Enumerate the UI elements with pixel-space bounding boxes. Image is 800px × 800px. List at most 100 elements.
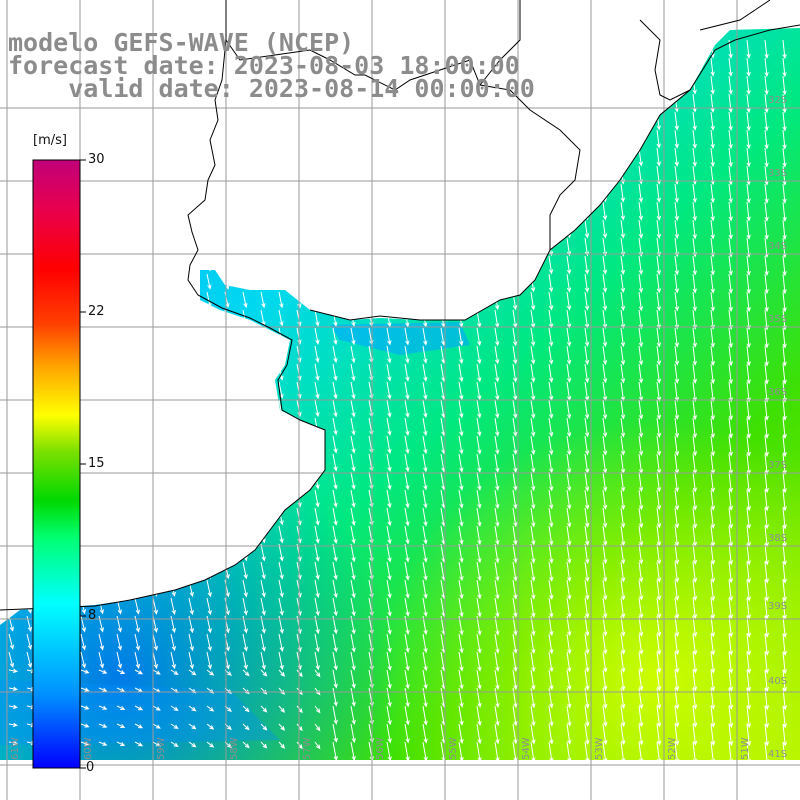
wind-arrow xyxy=(638,219,644,239)
wind-arrow xyxy=(242,525,248,544)
wind-arrow xyxy=(620,525,626,547)
wind-arrow xyxy=(8,129,14,144)
wind-arrow xyxy=(764,723,770,747)
wind-arrow xyxy=(116,651,123,669)
wind-arrow xyxy=(116,327,122,344)
wind-arrow xyxy=(26,111,32,126)
wind-arrow xyxy=(530,687,536,709)
wind-arrow xyxy=(620,57,625,76)
wind-arrow xyxy=(656,129,661,149)
wind-arrow xyxy=(746,273,751,295)
wind-arrow xyxy=(548,543,554,564)
wind-arrow xyxy=(548,453,554,474)
wind-arrow xyxy=(242,111,248,128)
wind-arrow xyxy=(548,291,554,311)
wind-arrow xyxy=(116,633,122,651)
wind-arrow xyxy=(260,471,266,490)
wind-arrow xyxy=(386,525,392,545)
wind-arrow xyxy=(584,525,590,546)
wind-arrow xyxy=(692,741,698,760)
wind-arrow xyxy=(134,309,140,326)
coastline xyxy=(0,0,800,611)
wind-arrow xyxy=(242,381,248,399)
wind-arrow xyxy=(764,111,769,132)
wind-arrow xyxy=(512,453,518,474)
wind-arrow xyxy=(548,669,554,691)
wind-arrow xyxy=(656,381,662,402)
wind-arrow xyxy=(602,525,608,547)
wind-arrow xyxy=(116,201,122,217)
wind-arrow xyxy=(278,129,284,146)
lat-label-41s: 41S xyxy=(768,749,788,760)
wind-arrow xyxy=(404,687,410,708)
wind-arrow xyxy=(620,597,626,619)
wind-arrow xyxy=(134,147,140,163)
wind-arrow xyxy=(710,705,716,728)
wind-arrow xyxy=(404,543,410,563)
wind-arrow xyxy=(548,327,554,347)
wind-arrow xyxy=(764,651,770,675)
wind-arrow xyxy=(332,345,338,364)
wind-arrow xyxy=(692,651,698,674)
wind-arrow xyxy=(638,723,644,746)
wind-arrow xyxy=(260,507,266,526)
wind-arrow xyxy=(404,129,410,147)
wind-arrow xyxy=(278,453,284,472)
wind-arrow xyxy=(386,345,392,364)
wind-arrow xyxy=(188,561,194,579)
lon-label-58w: 58W xyxy=(229,737,240,760)
wind-arrow xyxy=(386,705,392,726)
wind-arrow xyxy=(674,669,680,692)
wind-arrow xyxy=(638,201,644,221)
wind-arrow xyxy=(332,507,338,526)
wind-arrow xyxy=(692,381,698,403)
wind-arrow xyxy=(80,471,86,488)
wind-arrow xyxy=(188,417,194,435)
wind-arrow xyxy=(8,651,15,668)
wind-arrow xyxy=(512,201,518,220)
wind-arrow xyxy=(656,435,662,457)
lon-label-59w: 59W xyxy=(156,737,167,760)
wind-arrow xyxy=(116,345,122,362)
lake-line xyxy=(699,0,771,31)
wind-arrow xyxy=(512,345,518,365)
wind-arrow xyxy=(8,219,14,234)
wind-arrow xyxy=(350,363,356,382)
wind-arrow xyxy=(602,507,608,529)
wind-arrow xyxy=(386,165,392,183)
wind-arrow xyxy=(80,165,86,181)
wind-arrow xyxy=(674,399,680,421)
wind-arrow xyxy=(512,669,518,691)
wind-arrow xyxy=(746,291,751,313)
wind-arrow xyxy=(530,327,536,347)
wind-arrow xyxy=(692,687,698,710)
wind-arrow xyxy=(152,417,158,434)
wind-arrow xyxy=(98,525,104,543)
wind-arrow xyxy=(746,669,752,692)
wind-arrow xyxy=(674,543,680,565)
wind-arrow xyxy=(422,669,428,690)
wind-arrow xyxy=(584,399,590,420)
wind-arrow xyxy=(656,651,662,674)
wind-arrow xyxy=(656,687,662,710)
wind-arrow xyxy=(620,201,626,221)
wind-arrow xyxy=(692,201,697,222)
wind-arrow xyxy=(152,579,158,597)
wind-arrow xyxy=(440,309,446,328)
wind-arrow xyxy=(314,219,320,237)
wind-arrow xyxy=(584,507,590,528)
wind-arrow xyxy=(638,345,644,366)
wind-arrow xyxy=(116,129,122,145)
wind-arrow xyxy=(386,237,392,255)
coastal-patch xyxy=(330,322,470,355)
wind-arrow xyxy=(350,291,356,309)
wind-arrow xyxy=(386,327,392,346)
wind-arrow xyxy=(728,147,733,168)
wind-arrow xyxy=(350,165,356,183)
wind-arrow xyxy=(404,345,410,364)
wind-arrow xyxy=(692,471,698,493)
lat-label-36s: 36S xyxy=(768,387,788,398)
wind-arrow xyxy=(80,507,86,524)
wind-arrow xyxy=(566,543,572,564)
wind-arrow xyxy=(728,363,733,385)
